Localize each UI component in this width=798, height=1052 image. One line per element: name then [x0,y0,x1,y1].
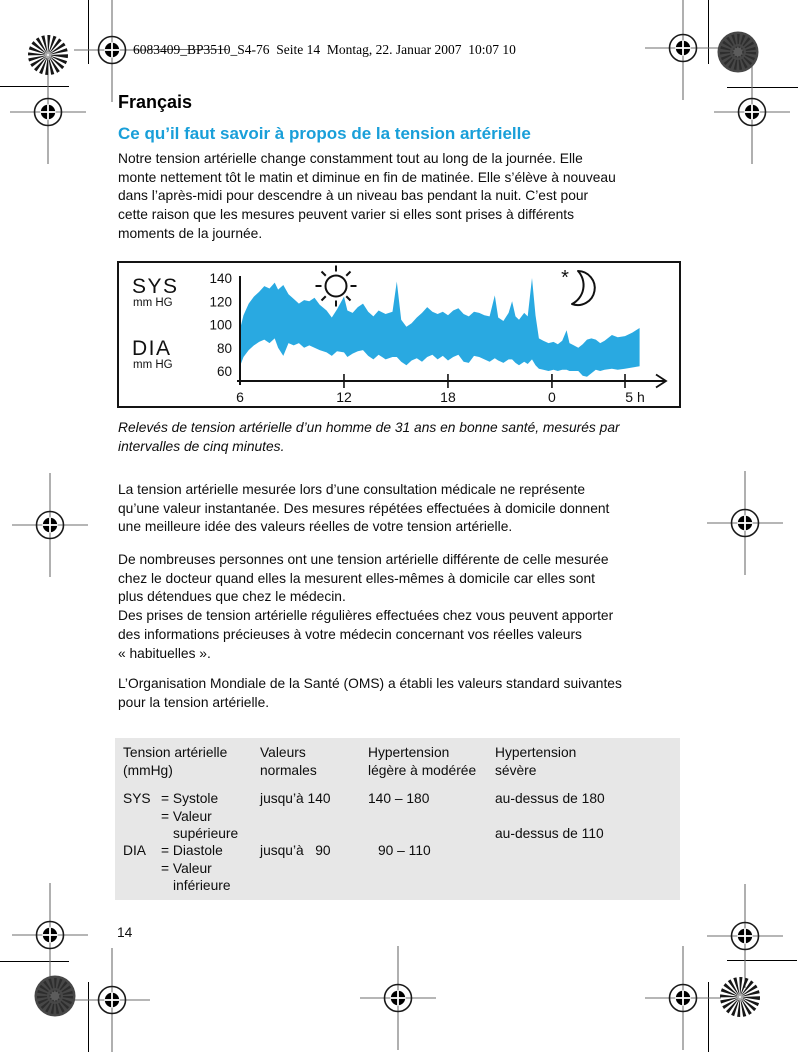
crop-mark [727,87,798,88]
text-line: Notre tension artérielle change constamm… [118,151,583,166]
moon-icon [571,270,596,306]
text-line: cette raison que les mesures peuvent var… [118,207,575,223]
y-tick-label: 140 [209,271,232,286]
crop-mark [88,982,89,1052]
y-tick-label: 120 [209,294,232,309]
y-tick-label: 80 [217,341,232,356]
sun-ray-icon [320,270,327,277]
x-tick-label: 0 [548,389,556,402]
text-line: chez le docteur quand elles la mesurent … [118,570,595,586]
section-title: Ce qu’il faut savoir à propos de la tens… [118,124,531,143]
x-axis-arrow-icon [655,373,668,389]
text-line: plus détendues que chez le médecin. [118,589,346,605]
text-line: La tension artérielle mesurée lors d’une… [118,482,586,497]
crop-mark [0,961,69,962]
table-header-col4: Hypertension sévère [495,745,577,778]
registration-mark-icon [359,945,437,1051]
text-line: Des prises de tension artérielle réguliè… [118,608,614,624]
registration-mark-icon [73,947,151,1052]
text-line: une meilleure idée des valeurs réelles d… [118,519,513,535]
x-tick-label: 5 h [625,389,644,402]
sun-icon [324,274,348,298]
text-line: des informations précieuses à votre méde… [118,626,582,642]
text-line: « habituelles ». [118,645,211,661]
table-header-col2: Valeurs normales [260,745,317,778]
sun-ray-icon [345,295,352,302]
starburst-calibration-icon [26,33,70,77]
x-tick-label: 12 [336,389,352,402]
dia-axis-label: DIA [132,337,172,360]
text-line: monte nettement tôt le matin et diminue … [118,169,616,185]
crop-mark [150,49,228,50]
registration-mark-icon [706,470,784,576]
table-mild-dia: 90 – 110 [378,843,431,858]
table-sys-label: SYS [123,791,151,806]
sun-ray-icon [345,270,352,277]
crop-mark [708,0,709,64]
text-line: pour la tension artérielle. [118,694,270,710]
pressure-band-area [240,278,640,377]
table-severe-dia: au-dessus de 110 [495,826,604,841]
noise-calibration-icon [33,974,77,1018]
table-normal-dia: jusqu’à 90 [260,843,331,858]
noise-calibration-icon [716,30,760,74]
registration-mark-icon [713,59,791,165]
x-tick-label: 18 [440,389,456,402]
paragraph-oms: L’Organisation Mondiale de la Santé (OMS… [118,675,690,712]
paragraph-intro: Notre tension artérielle change constamm… [118,150,690,244]
table-normal-sys: jusqu’à 140 [260,791,331,806]
text-line: L’Organisation Mondiale de la Santé (OMS… [118,676,622,691]
starburst-calibration-icon [718,975,762,1019]
crop-mark [0,86,69,87]
text-line: qu’une valeur instantanée. Des mesures r… [118,500,610,516]
text-line: moments de la journée. [118,225,263,241]
registration-mark-icon [644,0,722,101]
sun-ray-icon [320,295,327,302]
print-job-header: 6083409_BP3510_S4-76 Seite 14 Montag, 22… [133,42,516,57]
who-standard-values-table: Tension artérielle (mmHg) Valeurs normales… [115,738,680,900]
crop-mark [708,982,709,1052]
text-line: dans l’après-midi pour descendre à un ni… [118,188,589,204]
dia-unit-label: mm HG [133,359,173,371]
text-line: intervalles de cinq minutes. [118,438,285,454]
y-tick-label: 100 [209,318,232,333]
y-tick-label: 60 [217,364,232,379]
language-title: Français [118,92,193,112]
text-line: De nombreuses personnes ont une tension … [118,552,609,567]
paragraph-consultation: La tension artérielle mesurée lors d’une… [118,481,690,537]
text-line: Relevés de tension artérielle d’un homme… [118,420,620,435]
sys-unit-label: mm HG [133,297,173,309]
chart-caption: Relevés de tension artérielle d’un homme… [118,419,690,456]
x-tick-label: 6 [236,389,244,402]
crop-mark [727,960,797,961]
page-number: 14 [117,925,133,940]
star-icon: * [561,267,569,289]
registration-mark-icon [11,472,89,578]
sys-axis-label: SYS [132,275,179,298]
table-header-col3: Hypertension légère à modérée [368,745,477,778]
table-dia-label: DIA [123,843,146,858]
registration-mark-icon [644,945,722,1051]
table-mild-sys: 140 – 180 [368,791,430,806]
table-sys-definition: = Systole = Valeur supérieure [161,791,239,841]
blood-pressure-chart: 6 12 18 0 5 h 140 120 100 80 60 SYS mm HG DIA mm HG * [117,261,681,408]
table-severe-sys: au-dessus de 180 [495,791,605,806]
table-header-col1: Tension artérielle (mmHg) [123,745,228,778]
table-dia-definition: = Diastole = Valeur inférieure [161,843,231,893]
crop-mark [88,0,89,64]
paragraph-home-measure: De nombreuses personnes ont une tension … [118,551,690,663]
